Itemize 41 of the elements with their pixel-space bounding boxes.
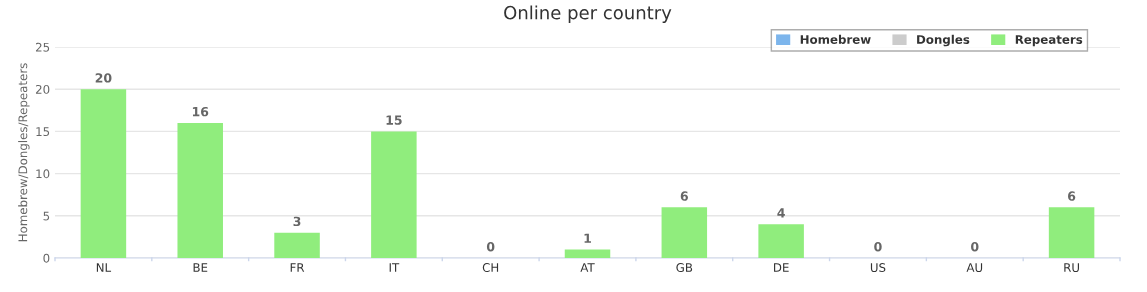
y-tick-label: 25 — [35, 42, 50, 52]
chart-title: Online per country — [504, 5, 672, 23]
x-tick-label: FR — [290, 263, 305, 272]
data-label: 20 — [95, 73, 112, 83]
data-label: 1 — [584, 233, 591, 243]
bar — [758, 224, 804, 258]
bar — [274, 232, 320, 258]
data-label: 15 — [386, 115, 402, 125]
bar — [564, 249, 611, 258]
x-tick-label: AT — [580, 263, 595, 272]
x-tick-label: IT — [389, 263, 400, 272]
x-tick-label: GB — [676, 263, 693, 272]
data-label: 4 — [777, 208, 785, 218]
x-tick-label: AU — [966, 263, 983, 272]
y-tick-label: 10 — [36, 169, 50, 179]
x-tick-label: US — [870, 263, 886, 272]
data-label: 6 — [680, 191, 688, 201]
y-tick-label: 0 — [43, 253, 50, 263]
x-tick-label: BE — [193, 263, 208, 272]
bar — [177, 122, 223, 258]
bar — [1048, 207, 1095, 258]
data-label: 0 — [874, 241, 882, 252]
data-label: 6 — [1068, 191, 1076, 201]
y-tick-label: 15 — [36, 127, 50, 137]
data-label: 3 — [293, 216, 301, 227]
y-axis-title: Homebrew/Dongles/Repeaters — [18, 63, 30, 242]
legend-label: Dongles — [917, 34, 970, 47]
bar — [661, 207, 708, 258]
y-tick-label: 20 — [35, 84, 50, 94]
bar — [80, 89, 127, 258]
legend-label: Homebrew — [800, 34, 871, 44]
x-tick-label: DE — [774, 263, 789, 272]
y-tick-label: 5 — [43, 211, 50, 221]
data-label: 0 — [971, 241, 979, 252]
bar — [371, 131, 417, 258]
x-tick-label: NL — [96, 263, 112, 272]
x-tick-label: CH — [482, 263, 499, 272]
data-label: 16 — [192, 106, 209, 117]
data-label: 0 — [486, 241, 495, 252]
legend-label: Repeaters — [1015, 35, 1083, 47]
x-tick-label: RU — [1064, 263, 1079, 272]
